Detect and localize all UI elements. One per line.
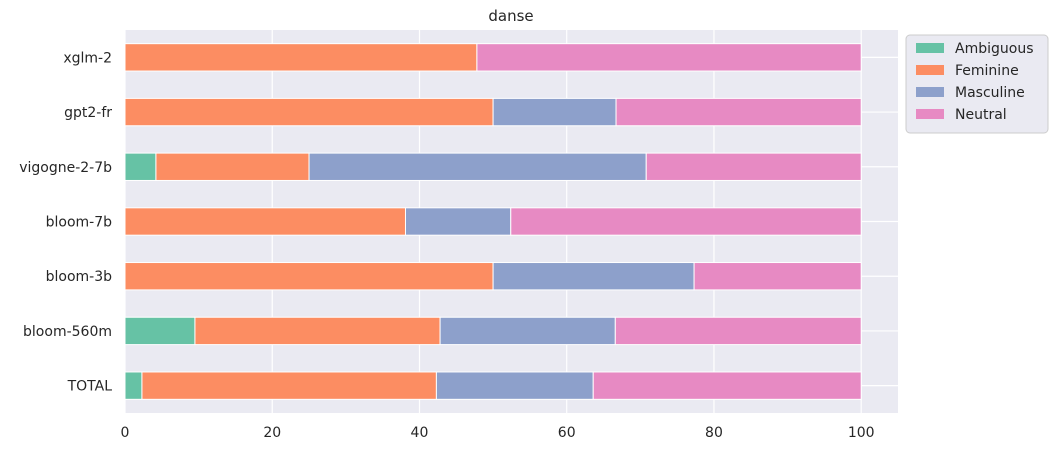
bar-segment-masculine bbox=[492, 97, 617, 127]
y-tick-label: TOTAL bbox=[67, 379, 113, 395]
bar-segment-masculine bbox=[308, 152, 647, 181]
bar-segment-feminine bbox=[124, 97, 494, 127]
bar-segment-neutral bbox=[645, 152, 862, 181]
y-tick-label: bloom-7b bbox=[46, 215, 113, 231]
legend-swatch-ambiguous bbox=[916, 43, 944, 53]
bar-segment-masculine bbox=[435, 371, 594, 400]
x-tick-label: 0 bbox=[121, 425, 130, 441]
bar-segment-masculine bbox=[439, 316, 616, 346]
y-tick-label: vigogne-2-7b bbox=[19, 160, 112, 176]
bar-segment-masculine bbox=[492, 262, 695, 291]
bar-segment-neutral bbox=[592, 371, 862, 400]
legend: Ambiguous Feminine Masculine Neutral bbox=[905, 34, 1049, 134]
bar-segment-neutral bbox=[693, 262, 862, 291]
bar-segment-neutral bbox=[615, 97, 862, 127]
x-tick-label: 40 bbox=[411, 425, 429, 441]
bar-segment-ambiguous bbox=[124, 316, 196, 346]
bars bbox=[124, 43, 862, 400]
legend-swatch-neutral bbox=[916, 109, 944, 119]
legend-label-ambiguous: Ambiguous bbox=[955, 41, 1033, 57]
bar-segment-neutral bbox=[614, 316, 862, 346]
bar-segment-neutral bbox=[476, 43, 862, 72]
y-tick-label: bloom-3b bbox=[46, 269, 113, 285]
bar-segment-feminine bbox=[155, 152, 310, 181]
bar-segment-feminine bbox=[124, 207, 406, 236]
bar-segment-feminine bbox=[141, 371, 437, 400]
bar-segment-ambiguous bbox=[124, 152, 157, 181]
bar-segment-feminine bbox=[124, 262, 494, 291]
y-tick-label: gpt2-fr bbox=[64, 105, 112, 121]
x-tick-label: 60 bbox=[558, 425, 576, 441]
legend-label-masculine: Masculine bbox=[955, 85, 1025, 101]
bar-segment-masculine bbox=[404, 207, 512, 236]
bar-segment-ambiguous bbox=[124, 371, 143, 400]
legend-box bbox=[905, 34, 1049, 134]
bar-segment-feminine bbox=[124, 43, 478, 72]
x-tick-label: 100 bbox=[848, 425, 875, 441]
legend-swatch-masculine bbox=[916, 87, 944, 97]
y-tick-label: xglm-2 bbox=[63, 50, 112, 66]
x-axis-ticks: 0 20 40 60 80 100 bbox=[121, 425, 875, 441]
x-tick-label: 20 bbox=[263, 425, 281, 441]
chart-title: danse bbox=[488, 7, 533, 25]
legend-label-neutral: Neutral bbox=[955, 107, 1007, 123]
y-axis-ticks: TOTAL bloom-560m bloom-3b bloom-7b vigogne-2… bbox=[19, 50, 112, 394]
legend-swatch-feminine bbox=[916, 65, 944, 75]
x-tick-label: 80 bbox=[705, 425, 723, 441]
bar-segment-feminine bbox=[194, 316, 441, 346]
y-tick-label: bloom-560m bbox=[23, 324, 112, 340]
bar-segment-neutral bbox=[510, 207, 862, 236]
legend-label-feminine: Feminine bbox=[955, 63, 1019, 79]
